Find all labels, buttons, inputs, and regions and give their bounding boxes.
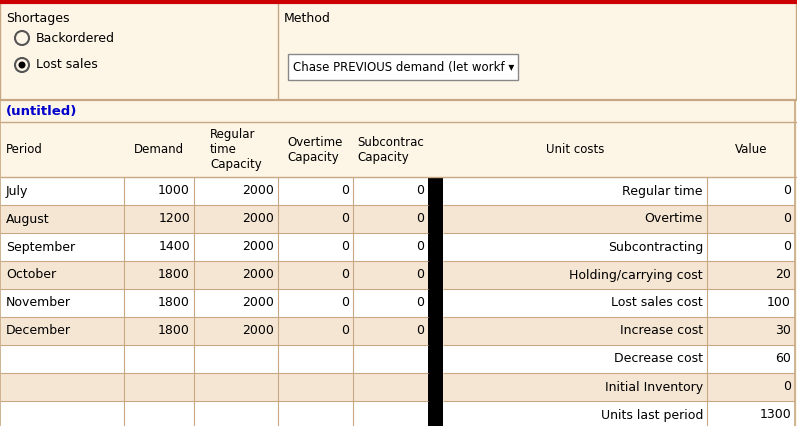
Text: Lost sales: Lost sales [36,58,98,72]
Text: 1000: 1000 [158,184,190,198]
Text: October: October [6,268,56,282]
Text: 0: 0 [416,213,424,225]
Text: Shortages: Shortages [6,12,69,25]
Bar [428,345,443,373]
Bar [0,233,428,261]
Bar [0,373,428,401]
Text: 60: 60 [775,352,791,366]
Bar [428,289,443,317]
Bar [428,205,443,233]
Text: 0: 0 [783,241,791,253]
Bar [0,317,428,345]
Text: Regular
time
Capacity: Regular time Capacity [210,128,262,171]
Text: 0: 0 [416,296,424,310]
Text: 0: 0 [341,241,349,253]
Text: Increase cost: Increase cost [620,325,703,337]
Bar [0,289,428,317]
Text: 2000: 2000 [242,213,274,225]
Text: 2000: 2000 [242,296,274,310]
Text: Method: Method [284,12,331,25]
Bar [443,205,795,233]
Bar [428,177,443,205]
Bar [428,233,443,261]
Text: December: December [6,325,71,337]
Text: 0: 0 [783,213,791,225]
Text: Demand: Demand [134,143,184,156]
Text: August: August [6,213,49,225]
Bar [0,401,428,426]
Bar [0,261,428,289]
Text: (untitled): (untitled) [6,104,77,118]
Bar [0,345,428,373]
Bar [0,122,797,177]
Bar [443,289,795,317]
Text: 0: 0 [416,241,424,253]
Text: 1800: 1800 [158,325,190,337]
Text: 0: 0 [416,184,424,198]
Circle shape [18,61,26,69]
Text: 0: 0 [783,184,791,198]
Text: 1800: 1800 [158,296,190,310]
Bar [443,261,795,289]
Text: 0: 0 [341,268,349,282]
Text: 1800: 1800 [158,268,190,282]
Bar [0,100,797,426]
Text: Initial Inventory: Initial Inventory [605,380,703,394]
Bar [443,373,795,401]
Text: 0: 0 [341,325,349,337]
Text: 2000: 2000 [242,241,274,253]
Text: 0: 0 [783,380,791,394]
Text: Subcontracting: Subcontracting [608,241,703,253]
Text: Units last period: Units last period [601,409,703,421]
Text: 20: 20 [775,268,791,282]
Bar [428,261,443,289]
Bar [443,317,795,345]
Text: September: September [6,241,75,253]
Text: Chase PREVIOUS demand (let workf ▾: Chase PREVIOUS demand (let workf ▾ [293,60,514,74]
Text: Regular time: Regular time [622,184,703,198]
Text: Overtime
Capacity: Overtime Capacity [288,135,344,164]
Text: 2000: 2000 [242,184,274,198]
Text: 0: 0 [416,268,424,282]
Text: 1400: 1400 [159,241,190,253]
Text: Holding/carrying cost: Holding/carrying cost [569,268,703,282]
Bar [443,345,795,373]
Text: 0: 0 [341,184,349,198]
Bar [443,177,795,205]
Bar [0,205,428,233]
Text: 0: 0 [341,213,349,225]
Bar [288,54,518,80]
Bar [443,401,795,426]
Text: Subcontrac
Capacity: Subcontrac Capacity [357,135,424,164]
Bar [0,100,797,122]
Text: July: July [6,184,29,198]
Text: Lost sales cost: Lost sales cost [611,296,703,310]
Bar [0,177,428,205]
Text: Value: Value [735,143,768,156]
Bar [428,401,443,426]
Text: Backordered: Backordered [36,32,115,44]
Text: Unit costs: Unit costs [546,143,604,156]
Text: 2000: 2000 [242,325,274,337]
Text: Overtime: Overtime [645,213,703,225]
Text: 1200: 1200 [159,213,190,225]
Text: 100: 100 [768,296,791,310]
Text: Period: Period [6,143,43,156]
Text: 1300: 1300 [760,409,791,421]
Text: 2000: 2000 [242,268,274,282]
Text: Decrease cost: Decrease cost [614,352,703,366]
Text: 0: 0 [341,296,349,310]
Bar [443,233,795,261]
Text: November: November [6,296,71,310]
Text: 30: 30 [775,325,791,337]
Bar [0,0,797,100]
Text: 0: 0 [416,325,424,337]
Bar [428,373,443,401]
Bar [428,317,443,345]
